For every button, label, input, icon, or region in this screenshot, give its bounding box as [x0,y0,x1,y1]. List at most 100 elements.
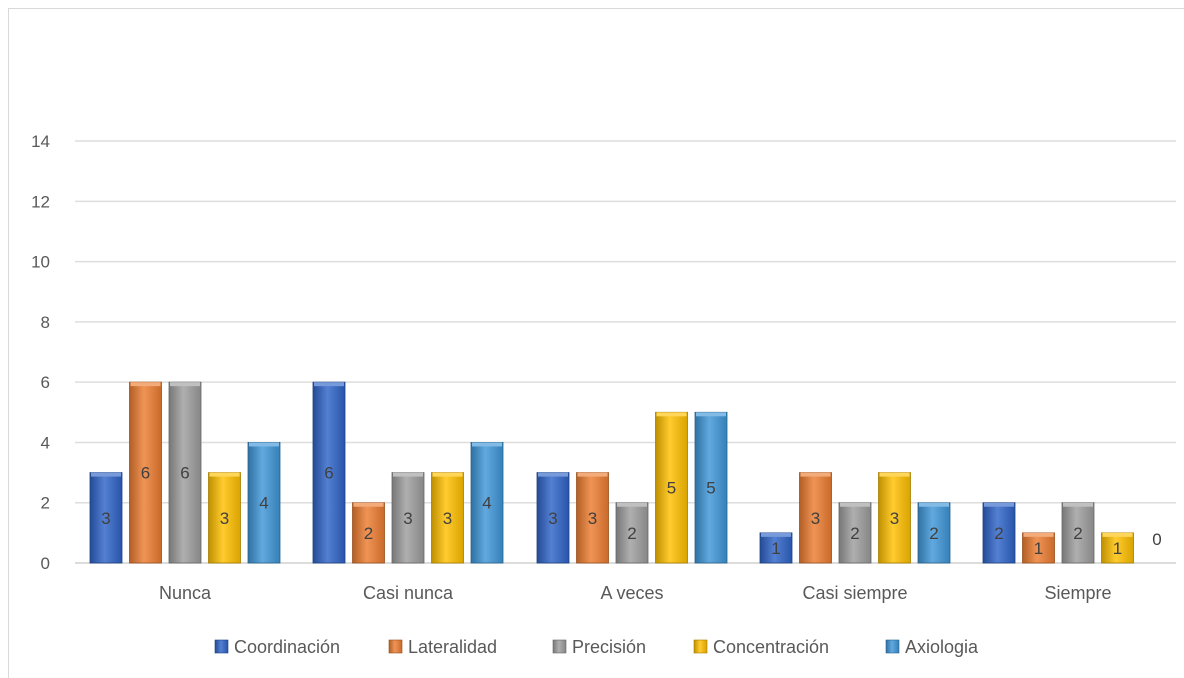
data-label: 3 [811,509,820,528]
x-axis-categories: Nunca Casi nunca A veces Casi siempre Siempr… [159,583,1112,603]
data-label: 1 [1034,539,1043,558]
bar-highlight [91,472,121,477]
data-label: 6 [324,464,333,483]
bar-highlight [130,382,161,387]
y-tick-label: 2 [41,494,50,513]
data-label: 3 [101,509,110,528]
data-label: 2 [364,524,373,543]
bar [982,502,1016,564]
bar-highlight [472,442,502,447]
bar [655,411,688,564]
bar [917,502,951,564]
legend[interactable]: Coordinación Lateralidad Precisión Concentr… [214,637,979,657]
bar-highlight [314,382,344,387]
category-label: Nunca [159,583,212,603]
bar [694,411,728,564]
bar-highlight [1102,532,1133,537]
legend-item[interactable]: Lateralidad [388,637,497,657]
category-label: Casi siempre [802,583,907,603]
data-label: 3 [443,509,452,528]
y-tick-label: 6 [41,373,50,392]
data-label: 6 [141,464,150,483]
category-label: Siempre [1044,583,1111,603]
data-label: 1 [1113,539,1122,558]
bar-highlight [840,502,870,507]
bar-highlight [209,472,240,477]
bar-highlight [800,472,831,477]
legend-label: Axiologia [905,637,979,657]
legend-item[interactable]: Precisión [552,637,646,657]
bar [168,381,202,564]
bar [129,381,162,564]
bar [431,472,464,564]
bar [576,472,609,564]
legend-item[interactable]: Coordinación [214,637,340,657]
data-label: 5 [667,479,676,498]
bar [247,442,281,564]
bar-highlight [1063,502,1093,507]
data-label: 2 [1073,524,1082,543]
data-label: 2 [850,524,859,543]
bar-highlight [538,472,568,477]
bar-highlight [879,472,910,477]
data-label: 3 [548,509,557,528]
data-label: 4 [482,494,491,513]
bar-highlight [984,502,1014,507]
bar [878,472,911,564]
data-label: 3 [403,509,412,528]
bar-highlight [432,472,463,477]
bar [1022,532,1055,564]
y-tick-label: 0 [41,554,50,573]
data-label: 2 [994,524,1003,543]
bar-highlight [170,382,200,387]
y-tick-label: 4 [41,433,50,452]
legend-item[interactable]: Axiologia [885,637,979,657]
bar-highlight [1023,532,1054,537]
bar-highlight [577,472,608,477]
bar [352,502,385,564]
data-label: 4 [259,494,268,513]
bar-highlight [696,412,726,417]
bar [759,532,793,564]
legend-swatch [693,639,708,654]
data-label: 2 [929,524,938,543]
legend-swatch [388,639,403,654]
legend-label: Concentración [713,637,829,657]
y-tick-label: 8 [41,313,50,332]
bar [208,472,241,564]
y-tick-label: 12 [31,192,50,211]
bar [615,502,649,564]
y-tick-label: 10 [31,253,50,272]
bar-highlight [656,412,687,417]
legend-label: Precisión [572,637,646,657]
data-labels: 3 6 3 1 2 6 2 3 3 1 6 3 2 2 2 3 3 5 3 1 4 4 5 2 0 [101,464,1161,558]
data-label: 3 [220,509,229,528]
bar-highlight [249,442,279,447]
bar [1061,502,1095,564]
data-label: 3 [588,509,597,528]
data-label: 1 [771,539,780,558]
legend-swatch [885,639,900,654]
data-label: 6 [180,464,189,483]
legend-swatch [214,639,229,654]
legend-item[interactable]: Concentración [693,637,829,657]
bar [799,472,832,564]
category-label: Casi nunca [363,583,454,603]
bar [838,502,872,564]
bar [470,442,504,564]
y-tick-label: 14 [31,132,50,151]
bar [312,381,346,564]
bar-highlight [393,472,423,477]
data-label: 3 [890,509,899,528]
bars [89,381,1134,564]
chart-frame [8,8,1184,678]
data-label: 2 [627,524,636,543]
category-label: A veces [600,583,663,603]
bar-highlight [617,502,647,507]
legend-swatch [552,639,567,654]
data-label: 0 [1152,530,1161,549]
y-axis-ticks: 0 2 4 6 8 10 12 14 [31,132,50,573]
data-label: 5 [706,479,715,498]
bar-highlight [353,502,384,507]
